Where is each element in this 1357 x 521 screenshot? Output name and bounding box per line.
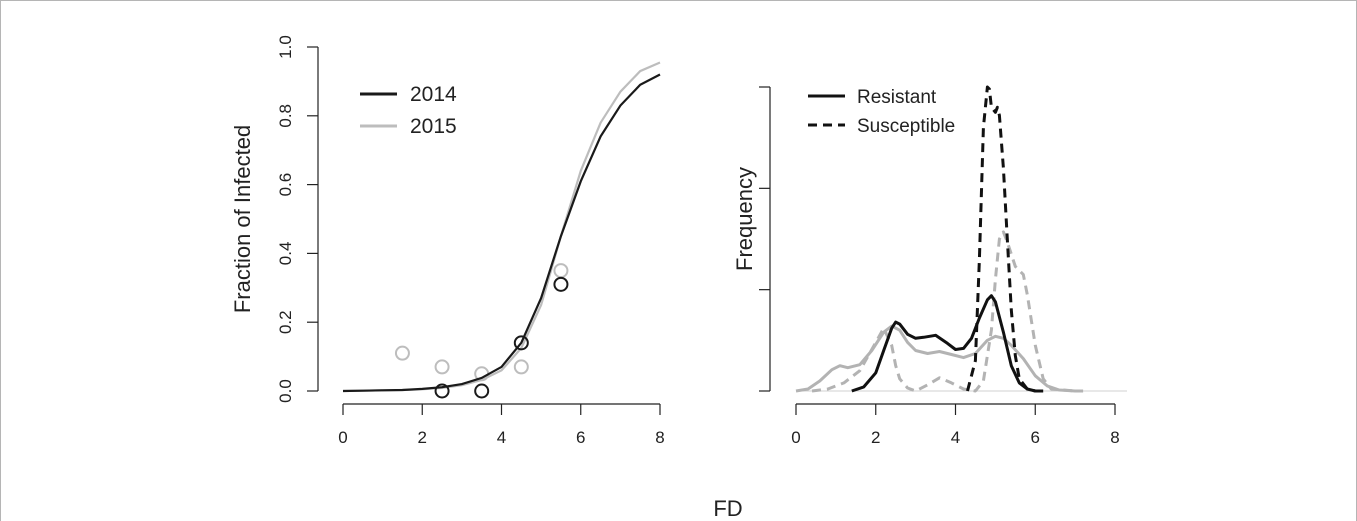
left-y-axis-label: Fraction of Infected [230, 125, 255, 313]
x-tick-label: 2 [418, 428, 427, 447]
data-point-2014 [474, 383, 490, 399]
left-legend: 2014 2015 [360, 83, 457, 138]
x-tick-label: 2 [871, 428, 880, 447]
right-chart: 0 2 4 6 8 [759, 85, 1127, 447]
right-y-axis-label: Frequency [732, 167, 757, 271]
right-legend: Resistant Susceptible [808, 87, 955, 137]
y-tick-label: 0.6 [276, 173, 295, 197]
x-tick-label: 0 [338, 428, 347, 447]
legend-label-2015: 2015 [410, 115, 457, 138]
y-tick-label: 0.8 [276, 104, 295, 128]
y-tick-label: 0.4 [276, 242, 295, 266]
x-tick-label: 4 [497, 428, 506, 447]
x-tick-label: 4 [951, 428, 960, 447]
left-chart: 0 2 4 6 8 0.0 0.2 0.4 0.6 0.8 1.0 [276, 35, 665, 447]
x-tick-label: 6 [576, 428, 585, 447]
shared-x-axis-label: FD [713, 496, 742, 521]
density-susceptible-2014 [966, 85, 1036, 393]
legend-label-2014: 2014 [410, 83, 457, 106]
fit-curve-2014 [342, 73, 661, 393]
x-tick-label: 6 [1031, 428, 1040, 447]
fit-curve-2015 [342, 61, 661, 393]
legend-label-resistant: Resistant [857, 87, 937, 108]
y-tick-label: 0.0 [276, 379, 295, 403]
density-susceptible-2015 [811, 230, 1076, 393]
x-tick-label: 8 [655, 428, 664, 447]
y-tick-label: 0.2 [276, 310, 295, 334]
data-point-2014 [513, 335, 529, 351]
data-point-2015 [394, 345, 410, 361]
x-tick-label: 8 [1110, 428, 1119, 447]
density-resistant-2014 [851, 294, 1044, 393]
legend-label-susceptible: Susceptible [857, 116, 955, 137]
data-point-2014 [434, 383, 450, 399]
density-resistant-2015 [795, 324, 1084, 393]
data-point-2015 [434, 359, 450, 375]
data-point-2014 [553, 276, 569, 292]
x-tick-label: 0 [791, 428, 800, 447]
data-point-2015 [553, 263, 569, 279]
data-point-2015 [513, 359, 529, 375]
y-tick-label: 1.0 [276, 35, 295, 59]
